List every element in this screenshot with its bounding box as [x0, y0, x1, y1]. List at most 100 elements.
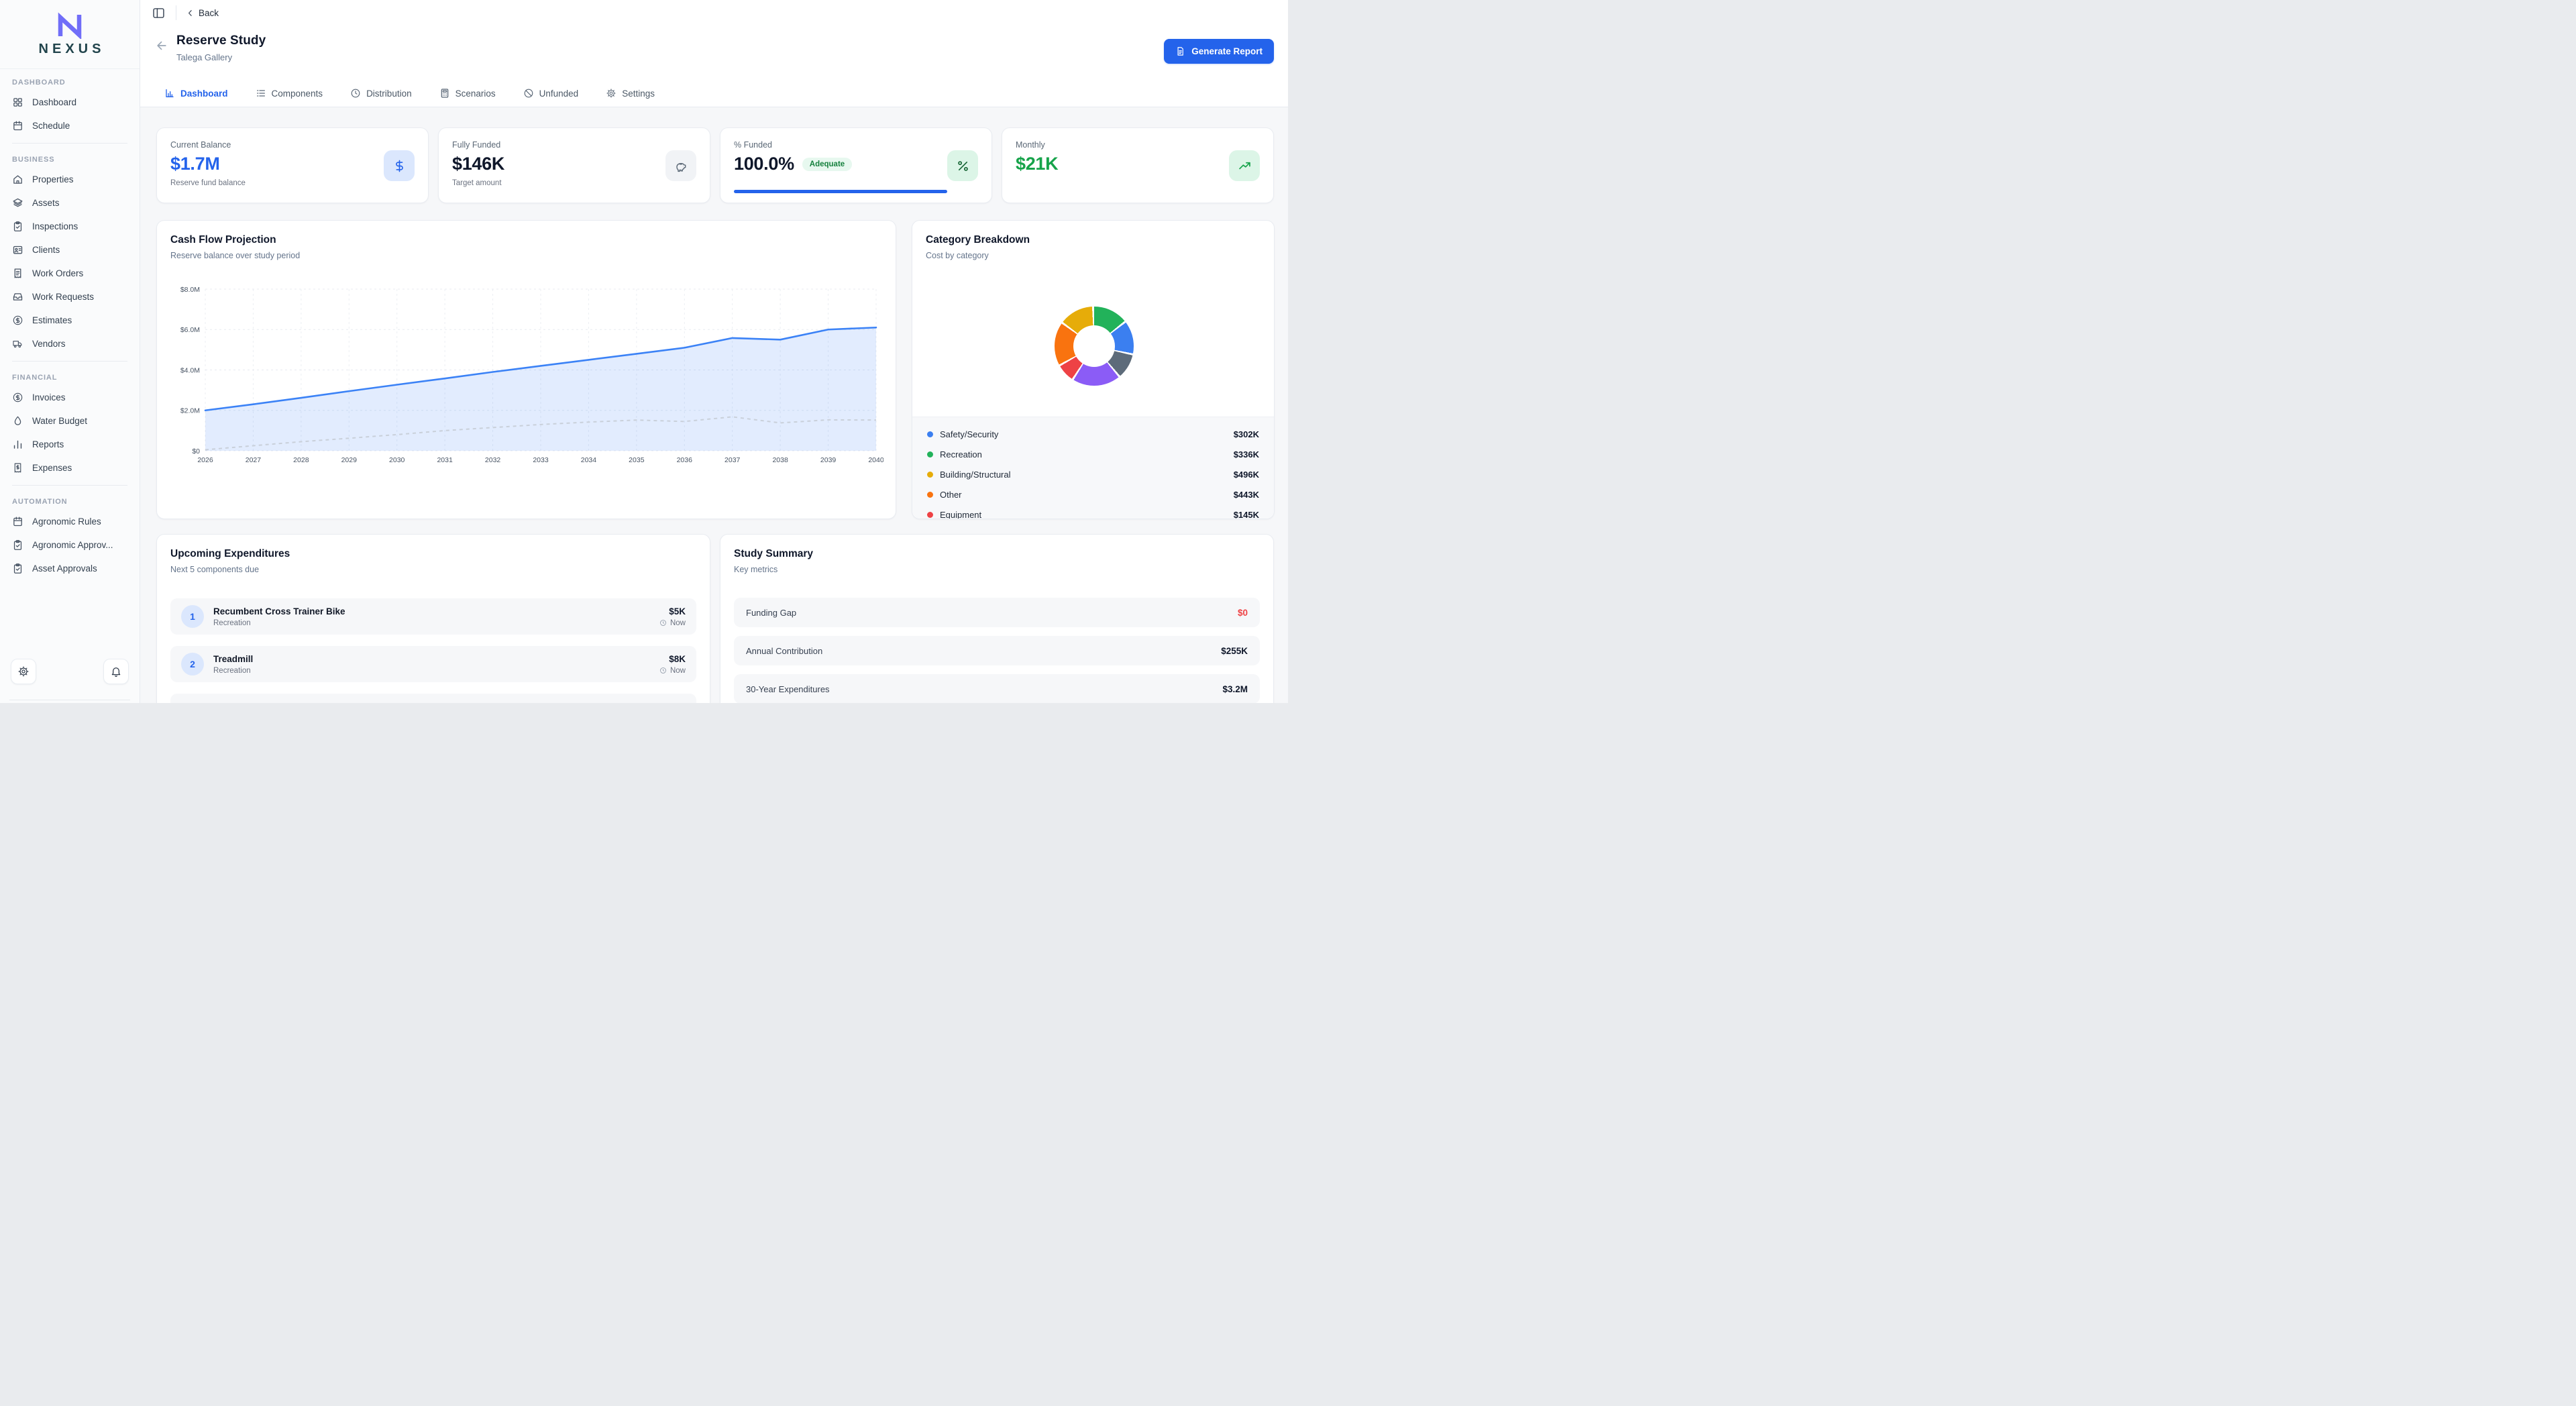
metric-value: $3.2M	[1222, 684, 1248, 694]
summary-subtitle: Key metrics	[734, 565, 778, 574]
svg-text:2026: 2026	[197, 456, 213, 464]
notifications-button[interactable]	[103, 659, 129, 684]
category-title: Category Breakdown	[926, 234, 1030, 246]
clock-icon	[350, 88, 361, 99]
stat-value: 100.0%	[734, 154, 794, 174]
sidebar-item-properties[interactable]: Properties	[0, 168, 140, 191]
stat-label: Fully Funded	[452, 140, 501, 150]
svg-text:2028: 2028	[293, 456, 309, 464]
legend-dot	[927, 492, 933, 498]
stat-icon-tile	[384, 150, 415, 181]
sidebar-item-estimates[interactable]: Estimates	[0, 309, 140, 332]
tab-label: Scenarios	[455, 88, 496, 99]
gear-icon	[606, 88, 616, 99]
sidebar-item-invoices[interactable]: Invoices	[0, 386, 140, 409]
clock-icon	[659, 667, 667, 674]
tab-components[interactable]: Components	[256, 88, 323, 99]
expenditure-list: 1 Recumbent Cross Trainer Bike Recreatio…	[170, 598, 696, 703]
clipboard-check-icon	[12, 221, 23, 232]
file-text-icon	[1175, 46, 1185, 56]
svg-text:$8.0M: $8.0M	[180, 286, 200, 294]
funded-progress-bar	[734, 190, 947, 193]
legend-label: Recreation	[940, 449, 982, 459]
sidebar-item-schedule[interactable]: Schedule	[0, 114, 140, 138]
tab-label: Unfunded	[539, 88, 579, 99]
gear-icon	[17, 665, 30, 678]
tab-scenarios[interactable]: Scenarios	[439, 88, 496, 99]
sidebar-item-agronomic-rules[interactable]: Agronomic Rules	[0, 510, 140, 533]
droplet-icon	[12, 415, 23, 427]
sidebar-item-water-budget[interactable]: Water Budget	[0, 409, 140, 433]
sidebar-item-label: Dashboard	[32, 97, 77, 107]
sidebar-toggle-icon[interactable]	[152, 6, 166, 20]
sidebar-item-work-orders[interactable]: Work Orders	[0, 262, 140, 285]
inbox-icon	[12, 291, 23, 303]
stat-card-monthly: Monthly $21K	[1002, 127, 1274, 203]
tab-distribution[interactable]: Distribution	[350, 88, 412, 99]
id-card-icon	[12, 244, 23, 256]
svg-text:2029: 2029	[341, 456, 358, 464]
settings-button[interactable]	[11, 659, 36, 684]
upcoming-subtitle: Next 5 components due	[170, 565, 260, 574]
component-amount: $8K	[669, 653, 686, 664]
dollar-icon	[392, 159, 407, 173]
tab-label: Components	[271, 88, 323, 99]
calendar-icon	[12, 120, 23, 131]
svg-text:2030: 2030	[389, 456, 405, 464]
svg-text:2040: 2040	[868, 456, 883, 464]
summary-row: Funding Gap $0	[734, 598, 1260, 627]
category-donut-chart[interactable]	[1055, 307, 1134, 386]
grid-icon	[12, 97, 23, 108]
svg-text:$2.0M: $2.0M	[180, 407, 200, 415]
tab-dashboard[interactable]: Dashboard	[164, 88, 228, 99]
sidebar-item-assets[interactable]: Assets	[0, 191, 140, 215]
layers-icon	[12, 197, 23, 209]
legend-dot	[927, 472, 933, 478]
sidebar-item-label: Work Requests	[32, 292, 95, 302]
category-legend: Safety/Security $302K Recreation $336K B…	[912, 417, 1274, 519]
generate-report-button[interactable]: Generate Report	[1164, 39, 1274, 64]
calculator-icon	[439, 88, 450, 99]
category-subtitle: Cost by category	[926, 251, 989, 260]
sidebar-item-label: Properties	[32, 174, 74, 184]
category-breakdown-card: Category Breakdown Cost by category Safe…	[912, 220, 1275, 519]
sidebar-item-work-requests[interactable]: Work Requests	[0, 285, 140, 309]
sidebar-item-dashboard[interactable]: Dashboard	[0, 91, 140, 114]
sidebar-item-reports[interactable]: Reports	[0, 433, 140, 456]
sidebar-item-asset-approvals[interactable]: Asset Approvals	[0, 557, 140, 580]
stat-value: $1.7M	[170, 154, 220, 174]
divider	[12, 143, 127, 144]
svg-text:2037: 2037	[724, 456, 741, 464]
clock-icon	[659, 619, 667, 627]
chevron-left-icon	[186, 9, 195, 17]
stat-card-fully-funded: Fully Funded $146K Target amount	[438, 127, 710, 203]
svg-text:2034: 2034	[581, 456, 597, 464]
sidebar-item-label: Vendors	[32, 339, 66, 349]
home-icon	[12, 174, 23, 185]
legend-row: Safety/Security $302K	[927, 427, 1259, 441]
sidebar-item-vendors[interactable]: Vendors	[0, 332, 140, 356]
svg-text:$6.0M: $6.0M	[180, 326, 200, 334]
tab-settings[interactable]: Settings	[606, 88, 655, 99]
sidebar-item-expenses[interactable]: Expenses	[0, 456, 140, 480]
donut-hole	[1073, 325, 1115, 367]
svg-text:2031: 2031	[437, 456, 453, 464]
sidebar-section-label: FINANCIAL	[12, 374, 58, 382]
back-link[interactable]: Back	[186, 8, 219, 18]
legend-value: $145K	[1233, 510, 1259, 519]
expenditure-row[interactable]: 2 Treadmill Recreation $8K Now	[170, 646, 696, 682]
sidebar-item-label: Schedule	[32, 121, 70, 131]
svg-text:2036: 2036	[677, 456, 693, 464]
sidebar-item-agronomic-approv[interactable]: Agronomic Approv...	[0, 533, 140, 557]
sidebar-item-inspections[interactable]: Inspections	[0, 215, 140, 238]
sidebar-item-label: Work Orders	[32, 268, 84, 278]
back-arrow-icon[interactable]	[155, 39, 168, 52]
sidebar-item-label: Water Budget	[32, 416, 88, 426]
tab-unfunded[interactable]: Unfunded	[523, 88, 579, 99]
clipboard-check-icon	[12, 539, 23, 551]
sidebar-item-clients[interactable]: Clients	[0, 238, 140, 262]
expenditure-row[interactable]	[170, 694, 696, 703]
nexus-logo-icon	[58, 12, 82, 39]
expenditure-row[interactable]: 1 Recumbent Cross Trainer Bike Recreatio…	[170, 598, 696, 635]
